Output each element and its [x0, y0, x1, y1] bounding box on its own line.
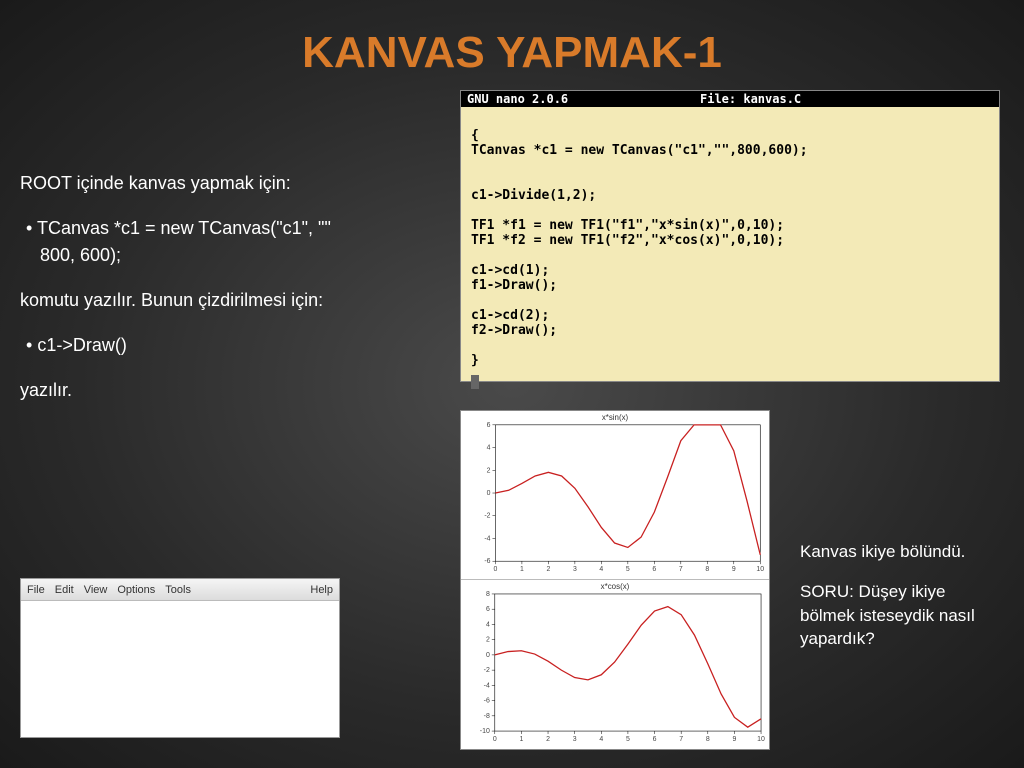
svg-text:9: 9 — [732, 566, 736, 573]
menu-view[interactable]: View — [84, 584, 108, 596]
right-p1: Kanvas ikiye bölündü. — [800, 540, 1000, 564]
menu-tools[interactable]: Tools — [165, 584, 191, 596]
svg-text:4: 4 — [487, 445, 491, 452]
slide-title: KANVAS YAPMAK-1 — [0, 28, 1024, 78]
svg-text:3: 3 — [573, 736, 577, 743]
subplot-top: -6 -4 -2 0 2 4 6 0 1 2 3 4 5 6 7 8 9 10 x*sin(x) — [461, 411, 769, 580]
svg-text:10: 10 — [757, 736, 765, 743]
root-canvas-window: File Edit View Options Tools Help — [20, 578, 340, 738]
nano-file: File: kanvas.C — [700, 92, 801, 106]
svg-text:2: 2 — [546, 566, 550, 573]
nano-header: GNU nano 2.0.6 File: kanvas.C — [461, 91, 999, 107]
svg-text:0: 0 — [493, 736, 497, 743]
svg-text:6: 6 — [652, 566, 656, 573]
svg-text:5: 5 — [626, 736, 630, 743]
menu-options[interactable]: Options — [117, 584, 155, 596]
svg-text:8: 8 — [705, 566, 709, 573]
svg-text:x*sin(x): x*sin(x) — [602, 413, 629, 422]
menu-edit[interactable]: Edit — [55, 584, 74, 596]
menu-bar: File Edit View Options Tools Help — [21, 579, 339, 601]
bullet1b: 800, 600); — [40, 245, 121, 265]
nano-editor: GNU nano 2.0.6 File: kanvas.C { TCanvas … — [460, 90, 1000, 382]
cursor — [471, 375, 479, 389]
left-bullet1: TCanvas *c1 = new TCanvas("c1", "" 800, … — [40, 215, 450, 269]
svg-text:2: 2 — [486, 637, 490, 644]
menu-file[interactable]: File — [27, 584, 45, 596]
svg-text:x*cos(x): x*cos(x) — [601, 582, 630, 591]
subplot-bottom: -10 -8 -6 -4 -2 0 2 4 6 8 0 1 2 3 4 5 6 7 8 9 10 x*cos(x) — [461, 580, 769, 749]
right-text-block: Kanvas ikiye bölündü. SORU: Düşey ikiye … — [800, 540, 1000, 667]
right-p2: SORU: Düşey ikiye bölmek isteseydik nası… — [800, 580, 1000, 651]
left-text-block: ROOT içinde kanvas yapmak için: TCanvas … — [20, 170, 450, 422]
svg-text:-2: -2 — [484, 513, 490, 520]
svg-text:-4: -4 — [484, 682, 490, 689]
svg-text:1: 1 — [520, 566, 524, 573]
svg-text:4: 4 — [599, 736, 603, 743]
nano-code: { TCanvas *c1 = new TCanvas("c1","",800,… — [461, 107, 999, 374]
svg-text:-6: -6 — [484, 558, 490, 565]
plot-area: -6-4-20246012345678910x*sin(x) -10-8-6-4… — [460, 410, 770, 750]
svg-text:10: 10 — [756, 566, 764, 573]
svg-text:8: 8 — [486, 591, 490, 598]
svg-text:-4: -4 — [484, 535, 490, 542]
svg-text:7: 7 — [679, 566, 683, 573]
svg-text:4: 4 — [486, 621, 490, 628]
svg-text:7: 7 — [679, 736, 683, 743]
left-bullet2: c1->Draw() — [40, 332, 450, 359]
left-line2: komutu yazılır. Bunun çizdirilmesi için: — [20, 287, 450, 314]
svg-text:9: 9 — [732, 736, 736, 743]
svg-text:5: 5 — [626, 566, 630, 573]
menu-help[interactable]: Help — [310, 584, 333, 596]
svg-text:6: 6 — [653, 736, 657, 743]
svg-text:3: 3 — [573, 566, 577, 573]
svg-text:-2: -2 — [484, 667, 490, 674]
svg-text:4: 4 — [599, 566, 603, 573]
svg-text:2: 2 — [546, 736, 550, 743]
svg-text:0: 0 — [487, 490, 491, 497]
svg-text:6: 6 — [486, 606, 490, 613]
svg-text:-10: -10 — [480, 728, 490, 735]
svg-text:2: 2 — [487, 467, 491, 474]
left-line1: ROOT içinde kanvas yapmak için: — [20, 170, 450, 197]
svg-text:0: 0 — [494, 566, 498, 573]
svg-text:8: 8 — [706, 736, 710, 743]
svg-text:-6: -6 — [484, 698, 490, 705]
svg-text:0: 0 — [486, 652, 490, 659]
svg-text:6: 6 — [487, 422, 491, 429]
nano-title: GNU nano 2.0.6 — [467, 92, 568, 106]
left-line3: yazılır. — [20, 377, 450, 404]
bullet1a: TCanvas *c1 = new TCanvas("c1", "" — [37, 218, 331, 238]
svg-text:1: 1 — [519, 736, 523, 743]
svg-text:-8: -8 — [484, 713, 490, 720]
